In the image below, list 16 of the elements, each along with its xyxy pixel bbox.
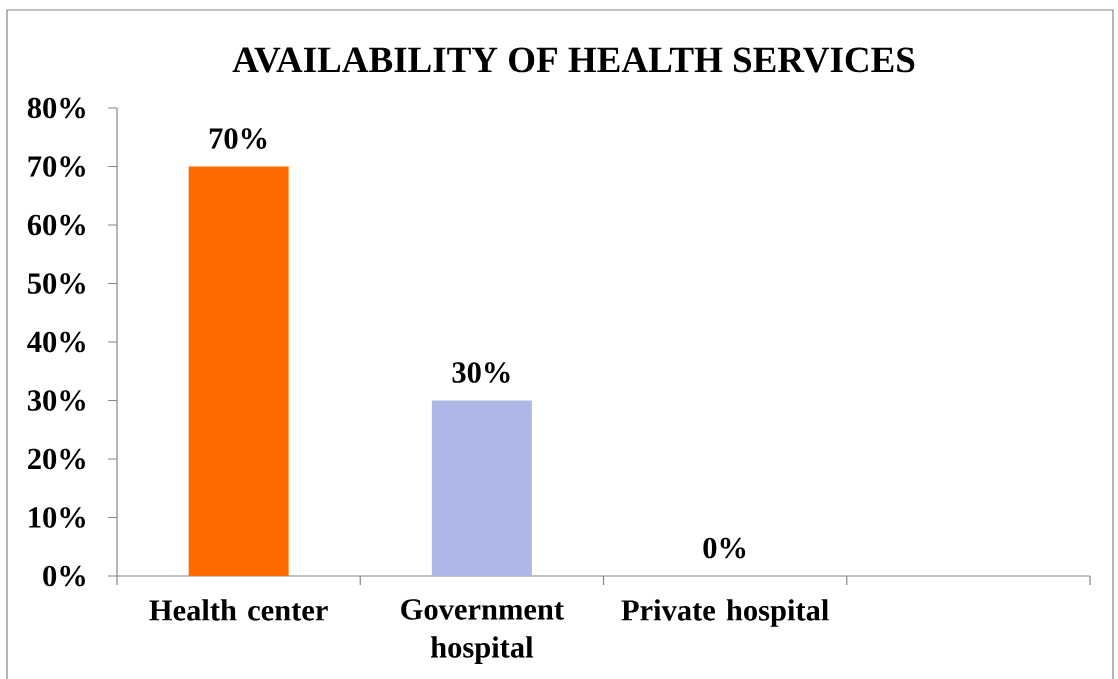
x-tick-label: Private hospital	[621, 599, 829, 627]
y-tick-label: 30%	[27, 390, 85, 411]
y-tick-label: 0%	[43, 565, 85, 587]
y-tick-label: 50%	[28, 273, 85, 294]
y-tick-label: 60%	[27, 214, 85, 236]
y-tick-label: 70%	[28, 156, 85, 177]
y-tick-label: 40%	[27, 331, 85, 353]
data-label: 0%	[703, 537, 746, 559]
data-label: 70%	[209, 128, 267, 149]
chart-title: AVAILABILITY OF HEALTH SERVICES	[232, 47, 915, 73]
x-tick-label: Government hospital	[401, 599, 564, 664]
y-tick-label: 10%	[29, 507, 85, 528]
data-label: 30%	[452, 362, 510, 383]
y-tick-label: 80%	[27, 97, 85, 119]
x-tick-label: Health center	[149, 599, 328, 621]
y-tick-label: 20%	[28, 448, 85, 470]
